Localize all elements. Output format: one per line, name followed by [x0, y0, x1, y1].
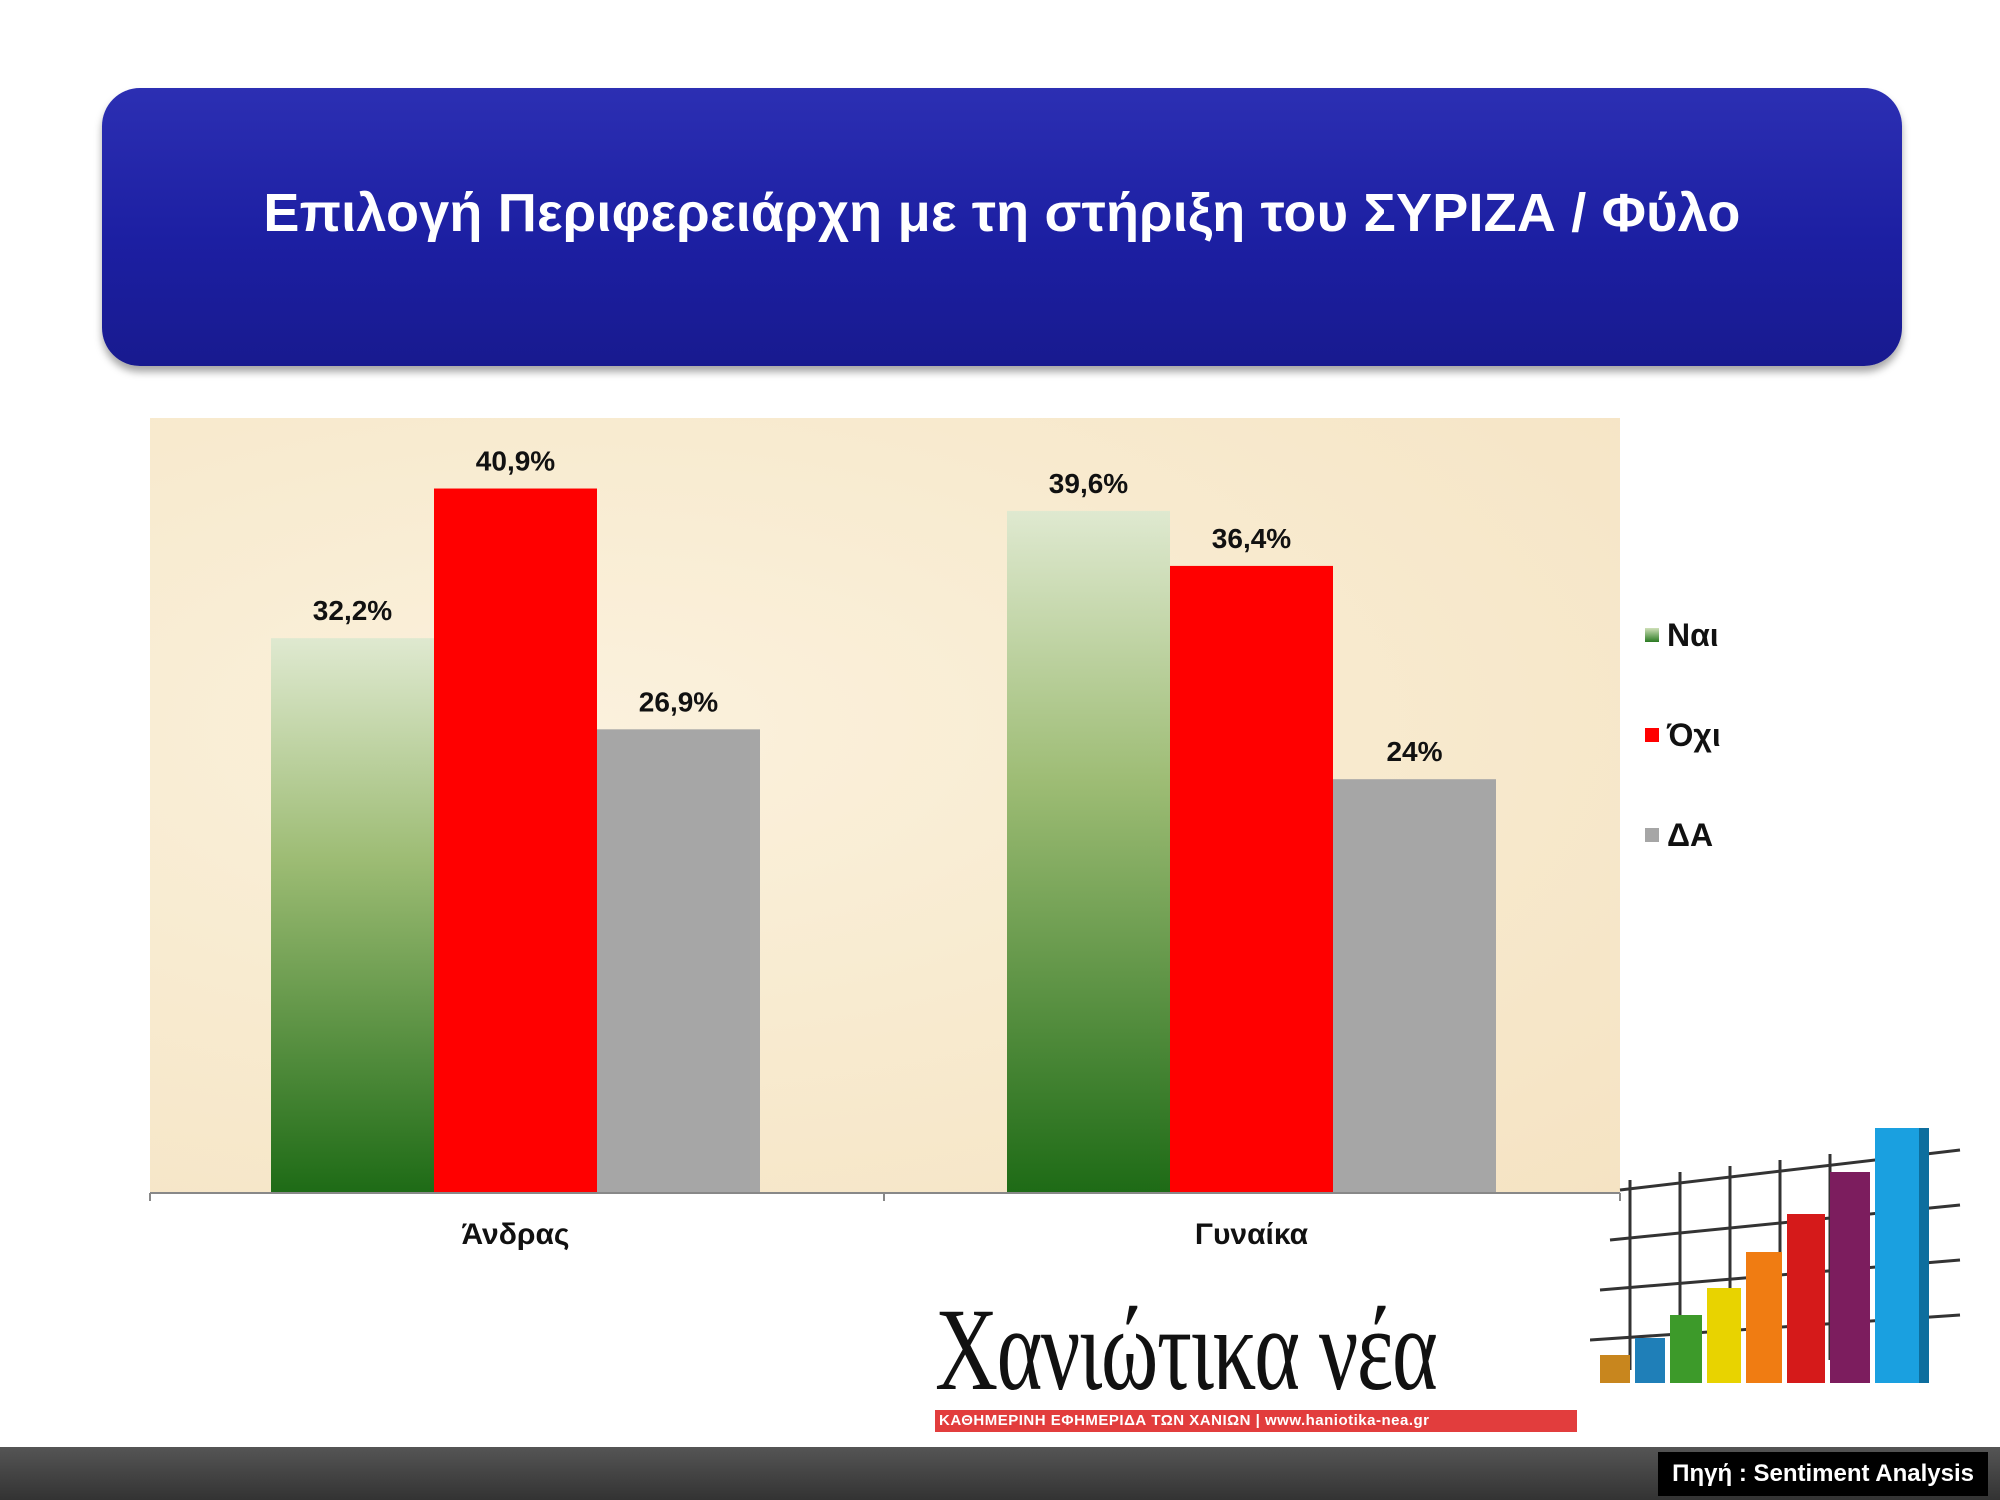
bar-1-1 [1170, 565, 1333, 1192]
decorative-bar-chart-graphic [1590, 1128, 1961, 1383]
data-label: 24% [1386, 736, 1442, 767]
title-banner: Επιλογή Περιφερειάρχη με τη στήριξη του … [102, 88, 1902, 366]
data-label: 26,9% [639, 686, 718, 717]
legend-label: Όχι [1667, 716, 1721, 753]
legend-item: Όχι [1645, 685, 1721, 785]
legend-swatch [1645, 828, 1659, 842]
legend-swatch [1645, 628, 1659, 642]
data-label: 40,9% [476, 446, 555, 477]
bar-2-1 [1333, 779, 1496, 1192]
category-label: Γυναίκα [1195, 1218, 1309, 1251]
bar-0-0 [271, 638, 434, 1192]
bar-2-0 [597, 729, 760, 1192]
legend: Ναι Όχι ΔΑ [1645, 585, 1721, 885]
newspaper-logo: Χανιώτικα νέα ΚΑΘΗΜΕΡΙΝΗ ΕΦΗΜΕΡΙΔΑ ΤΩΝ Χ… [935, 1284, 1577, 1432]
logo-name: Χανιώτικα νέα [935, 1284, 1438, 1415]
data-label: 32,2% [313, 595, 392, 626]
legend-label: ΔΑ [1667, 816, 1714, 853]
chart-title: Επιλογή Περιφερειάρχη με τη στήριξη του … [263, 183, 1741, 243]
legend-item: ΔΑ [1645, 785, 1721, 885]
bar-0-1 [1007, 510, 1170, 1192]
data-label: 39,6% [1049, 468, 1128, 499]
legend-swatch [1645, 728, 1659, 742]
category-label: Άνδρας [461, 1218, 569, 1251]
logo-tagline: ΚΑΘΗΜΕΡΙΝΗ ΕΦΗΜΕΡΙΔΑ ΤΩΝ ΧΑΝΙΩΝ | www.ha… [935, 1410, 1577, 1432]
data-label: 36,4% [1212, 523, 1291, 554]
legend-item: Ναι [1645, 585, 1721, 685]
bar-1-0 [434, 488, 597, 1192]
source-label: Πηγή : Sentiment Analysis [1658, 1452, 1988, 1496]
legend-label: Ναι [1667, 616, 1719, 653]
